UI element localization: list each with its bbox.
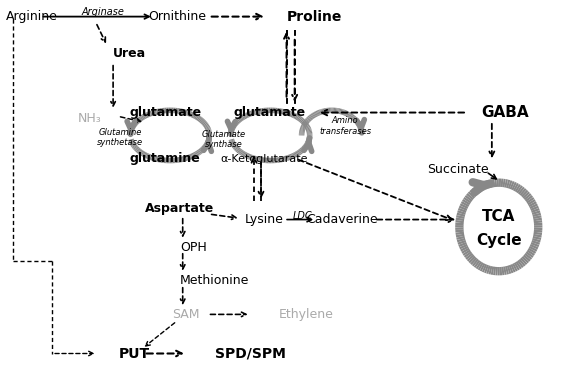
Text: Urea: Urea bbox=[113, 47, 146, 60]
Text: glutamate: glutamate bbox=[129, 106, 201, 119]
Text: GABA: GABA bbox=[481, 105, 529, 120]
Text: SAM: SAM bbox=[172, 308, 200, 321]
Text: Lysine: Lysine bbox=[244, 213, 284, 226]
Text: TCA: TCA bbox=[482, 209, 516, 224]
Text: Methionine: Methionine bbox=[180, 274, 249, 287]
Text: Arginase: Arginase bbox=[82, 7, 125, 17]
Text: glutamine: glutamine bbox=[130, 152, 201, 165]
Text: glutamate: glutamate bbox=[234, 106, 306, 119]
Text: Glutamate
synthase: Glutamate synthase bbox=[201, 130, 245, 149]
Text: LDC: LDC bbox=[293, 211, 313, 221]
Text: Aspartate: Aspartate bbox=[145, 202, 215, 215]
Text: α-Ketoglutarate: α-Ketoglutarate bbox=[220, 154, 307, 164]
Text: Cycle: Cycle bbox=[476, 234, 521, 248]
Text: Ornithine: Ornithine bbox=[148, 10, 206, 23]
Text: Proline: Proline bbox=[287, 10, 342, 24]
Text: Cadaverine: Cadaverine bbox=[306, 213, 378, 226]
Text: OPH: OPH bbox=[180, 241, 206, 254]
Text: SPD/SPM: SPD/SPM bbox=[215, 346, 285, 361]
Text: Succinate: Succinate bbox=[427, 163, 489, 176]
Text: NH₃: NH₃ bbox=[78, 111, 101, 125]
Text: Glutamine
synthetase: Glutamine synthetase bbox=[97, 128, 143, 147]
Text: Ethylene: Ethylene bbox=[278, 308, 333, 321]
Text: PUT: PUT bbox=[119, 346, 150, 361]
Text: Amino
transferases: Amino transferases bbox=[319, 117, 371, 136]
Text: Arginine: Arginine bbox=[6, 10, 57, 23]
